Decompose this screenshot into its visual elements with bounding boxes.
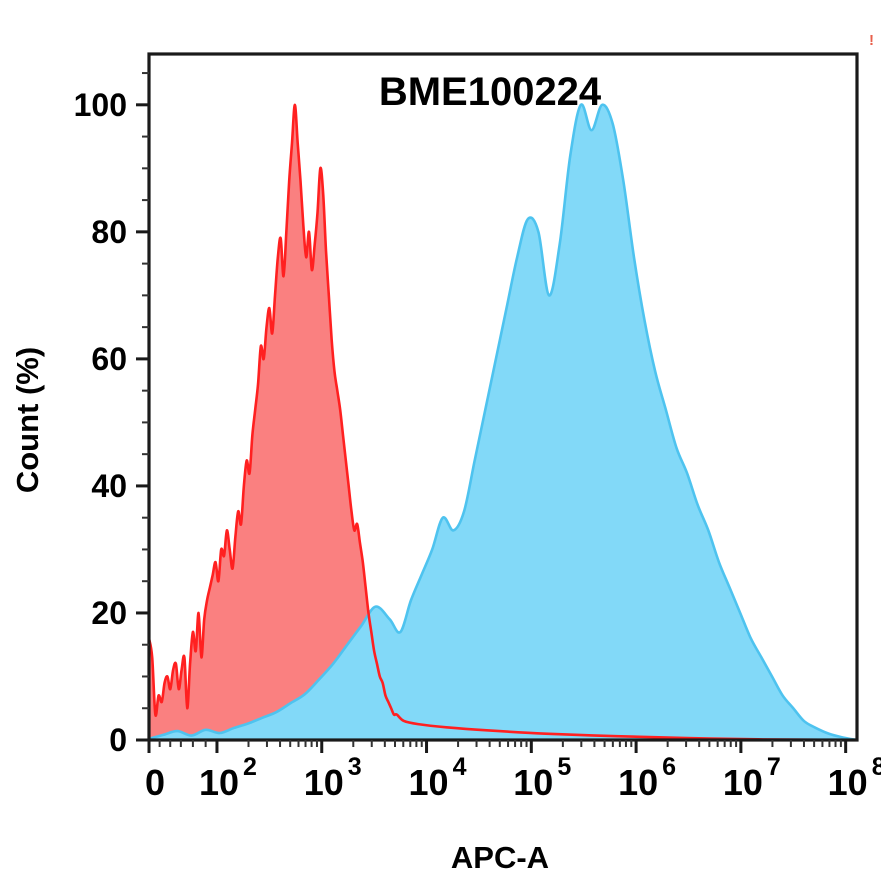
y-axis-label: Count (%) <box>10 347 45 493</box>
svg-text:8: 8 <box>872 753 881 781</box>
x-tick-label: 10 3 <box>304 753 362 803</box>
x-tick-label: 10 8 <box>828 753 881 803</box>
svg-text:3: 3 <box>348 753 362 781</box>
anti-target-antibody-outline <box>148 103 858 742</box>
y-tick-label: 80 <box>91 214 127 250</box>
y-tick-label: 0 <box>109 722 127 758</box>
x-tick-label: 0 <box>145 762 165 803</box>
axes-layer <box>136 52 859 753</box>
y-tick-label: 60 <box>91 341 127 377</box>
svg-text:10: 10 <box>828 762 868 803</box>
anti-target-antibody-area <box>149 104 857 740</box>
svg-text:10: 10 <box>409 762 449 803</box>
x-tick-label: 10 7 <box>723 753 781 803</box>
svg-text:10: 10 <box>723 762 763 803</box>
svg-text:10: 10 <box>199 762 239 803</box>
svg-text:10: 10 <box>618 762 658 803</box>
svg-text:6: 6 <box>662 753 676 781</box>
x-tick-label: 10 4 <box>409 753 467 803</box>
y-tick-label: 100 <box>74 87 127 123</box>
x-tick-label: 10 2 <box>199 753 257 803</box>
svg-text:10: 10 <box>513 762 553 803</box>
svg-text:5: 5 <box>557 753 571 781</box>
page-title: BME100224 <box>379 70 602 114</box>
y-tick-label: 40 <box>91 468 127 504</box>
svg-text:10: 10 <box>304 762 344 803</box>
svg-text:0: 0 <box>145 762 165 803</box>
y-tick-label: 20 <box>91 595 127 631</box>
svg-text:7: 7 <box>767 753 781 781</box>
svg-text:4: 4 <box>453 753 467 781</box>
stray-mark: ! <box>869 32 874 49</box>
isotype-control-outline <box>147 103 858 742</box>
x-tick-label: 10 6 <box>618 753 676 803</box>
series-outline-layer <box>147 103 858 742</box>
svg-text:2: 2 <box>243 753 257 781</box>
x-tick-label: 10 5 <box>513 753 571 803</box>
x-axis-label: APC-A <box>451 840 549 875</box>
